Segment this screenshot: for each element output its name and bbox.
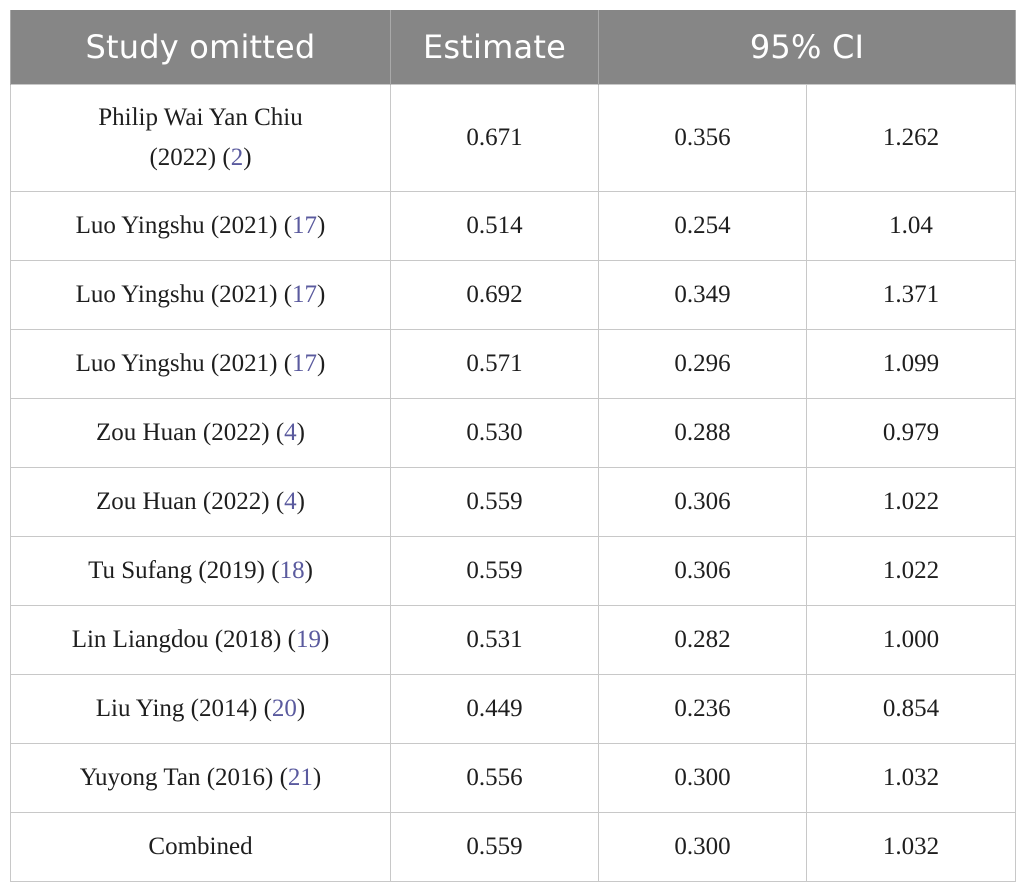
ci-lower-cell: 0.306 (598, 536, 807, 606)
ci-upper-cell: 1.022 (806, 536, 1016, 606)
ci-upper-cell: 0.979 (806, 398, 1016, 468)
ci-lower-cell: 0.349 (598, 260, 807, 330)
estimate-cell: 0.531 (390, 605, 599, 675)
estimate-cell: 0.530 (390, 398, 599, 468)
reference-link[interactable]: 18 (279, 557, 305, 584)
study-year: (2022) ( (149, 144, 231, 171)
ci-upper-cell: 1.032 (806, 812, 1016, 882)
ci-upper-cell: 1.099 (806, 329, 1016, 399)
sensitivity-analysis-table: Study omitted Estimate 95% CI Philip Wai… (10, 10, 1016, 882)
ci-lower-cell: 0.288 (598, 398, 807, 468)
table-row: Zou Huan (2022) (4) 0.559 0.306 1.022 (10, 467, 1016, 537)
study-name: Lin Liangdou (2018) ( (71, 626, 296, 653)
table-row: Liu Ying (2014) (20) 0.449 0.236 0.854 (10, 674, 1016, 744)
ci-lower-cell: 0.254 (598, 191, 807, 261)
header-row: Study omitted Estimate 95% CI (10, 10, 1016, 85)
study-cell: Zou Huan (2022) (4) (10, 467, 391, 537)
study-cell: Combined (10, 812, 391, 882)
ci-lower-cell: 0.300 (598, 812, 807, 882)
study-name: Zou Huan (2022) ( (96, 488, 285, 515)
study-name: Tu Sufang (2019) ( (88, 557, 280, 584)
estimate-cell: 0.692 (390, 260, 599, 330)
ci-lower-cell: 0.300 (598, 743, 807, 813)
reference-link[interactable]: 21 (287, 764, 313, 791)
ci-upper-cell: 1.04 (806, 191, 1016, 261)
estimate-cell: 0.556 (390, 743, 599, 813)
ci-lower-cell: 0.296 (598, 329, 807, 399)
table-row: Lin Liangdou (2018) (19) 0.531 0.282 1.0… (10, 605, 1016, 675)
ci-lower-cell: 0.282 (598, 605, 807, 675)
header-estimate: Estimate (390, 10, 599, 85)
estimate-cell: 0.559 (390, 467, 599, 537)
table-row: Luo Yingshu (2021) (17) 0.692 0.349 1.37… (10, 260, 1016, 330)
study-cell: Tu Sufang (2019) (18) (10, 536, 391, 606)
ci-upper-cell: 0.854 (806, 674, 1016, 744)
study-name: Philip Wai Yan Chiu (98, 104, 303, 131)
study-cell: Lin Liangdou (2018) (19) (10, 605, 391, 675)
table-row: Yuyong Tan (2016) (21) 0.556 0.300 1.032 (10, 743, 1016, 813)
reference-link[interactable]: 4 (284, 488, 297, 515)
ci-upper-cell: 1.032 (806, 743, 1016, 813)
table-row: Tu Sufang (2019) (18) 0.559 0.306 1.022 (10, 536, 1016, 606)
ci-upper-cell: 1.371 (806, 260, 1016, 330)
ci-lower-cell: 0.236 (598, 674, 807, 744)
study-cell: Luo Yingshu (2021) (17) (10, 329, 391, 399)
ci-upper-cell: 1.262 (806, 84, 1016, 192)
reference-link[interactable]: 20 (271, 695, 297, 722)
ci-upper-cell: 1.022 (806, 467, 1016, 537)
study-name: Luo Yingshu (2021) ( (75, 350, 293, 377)
study-cell: Liu Ying (2014) (20) (10, 674, 391, 744)
study-name: Liu Ying (2014) ( (95, 695, 272, 722)
reference-link[interactable]: 17 (292, 350, 318, 377)
estimate-cell: 0.559 (390, 536, 599, 606)
table-row: Philip Wai Yan Chiu (2022) (2) 0.671 0.35… (10, 84, 1016, 192)
study-cell: Luo Yingshu (2021) (17) (10, 191, 391, 261)
study-cell: Yuyong Tan (2016) (21) (10, 743, 391, 813)
study-name: Yuyong Tan (2016) ( (79, 764, 288, 791)
table-row: Luo Yingshu (2021) (17) 0.514 0.254 1.04 (10, 191, 1016, 261)
estimate-cell: 0.449 (390, 674, 599, 744)
table-row-combined: Combined 0.559 0.300 1.032 (10, 812, 1016, 882)
ci-lower-cell: 0.356 (598, 84, 807, 192)
estimate-cell: 0.514 (390, 191, 599, 261)
reference-link[interactable]: 19 (295, 626, 321, 653)
study-name: Luo Yingshu (2021) ( (75, 212, 293, 239)
reference-link[interactable]: 2 (230, 144, 244, 171)
ci-upper-cell: 1.000 (806, 605, 1016, 675)
table-row: Zou Huan (2022) (4) 0.530 0.288 0.979 (10, 398, 1016, 468)
study-cell: Luo Yingshu (2021) (17) (10, 260, 391, 330)
study-name: Luo Yingshu (2021) ( (75, 281, 293, 308)
header-study-omitted: Study omitted (10, 10, 391, 85)
reference-link[interactable]: 17 (292, 281, 318, 308)
estimate-cell: 0.571 (390, 329, 599, 399)
table-row: Luo Yingshu (2021) (17) 0.571 0.296 1.09… (10, 329, 1016, 399)
header-95-ci: 95% CI (598, 10, 1016, 85)
estimate-cell: 0.671 (390, 84, 599, 192)
study-cell: Zou Huan (2022) (4) (10, 398, 391, 468)
study-name: Zou Huan (2022) ( (96, 419, 285, 446)
estimate-cell: 0.559 (390, 812, 599, 882)
study-cell: Philip Wai Yan Chiu (2022) (2) (10, 84, 391, 192)
ci-lower-cell: 0.306 (598, 467, 807, 537)
reference-link[interactable]: 17 (292, 212, 318, 239)
reference-link[interactable]: 4 (284, 419, 297, 446)
